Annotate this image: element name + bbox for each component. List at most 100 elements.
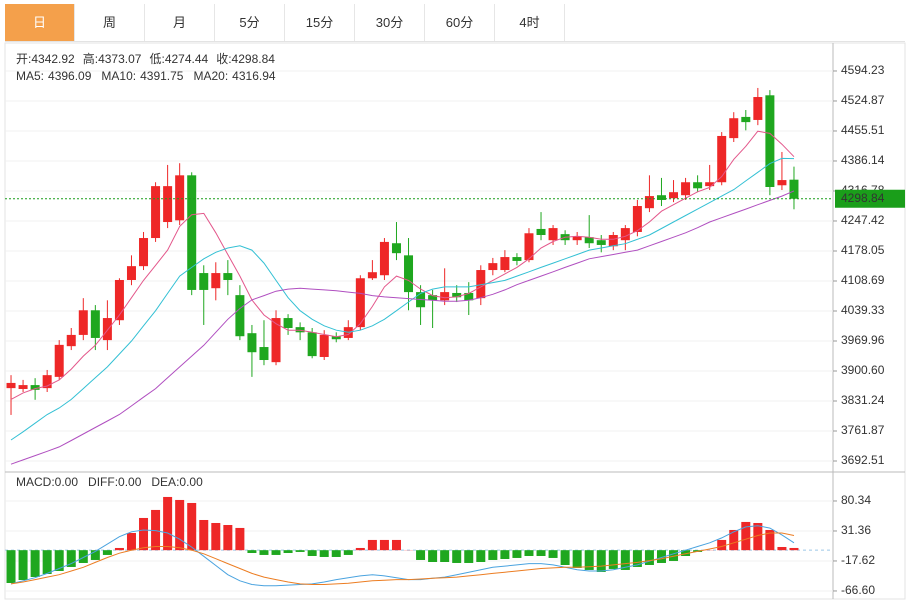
- macd-bar: [187, 502, 197, 551]
- macd-bar: [114, 547, 124, 551]
- candle-body: [548, 228, 558, 241]
- candle-body: [584, 237, 594, 244]
- period-tab[interactable]: 15分: [285, 4, 355, 41]
- y-tick-label: 80.34: [841, 493, 871, 507]
- macd-bar: [440, 550, 450, 562]
- macd-bar: [488, 550, 498, 560]
- candle-body: [42, 375, 52, 389]
- candle-body: [223, 273, 233, 280]
- period-tab[interactable]: 月: [145, 4, 215, 41]
- macd-bar: [54, 550, 64, 571]
- candle-body: [596, 240, 606, 245]
- period-tab[interactable]: 日: [5, 4, 75, 41]
- candle-body: [404, 255, 414, 293]
- candle-body: [729, 118, 739, 139]
- period-tab[interactable]: 60分: [425, 4, 495, 41]
- readout-value: 4342.92: [31, 52, 75, 66]
- macd-bar: [307, 550, 317, 556]
- candle-body: [464, 292, 474, 301]
- macd-bar: [536, 550, 546, 556]
- macd-bar: [199, 519, 209, 551]
- macd-bar: [620, 550, 630, 570]
- macd-bar: [223, 525, 233, 551]
- candle-body: [440, 292, 450, 301]
- y-tick-label: 4386.14: [841, 153, 885, 167]
- readout-value: 4298.84: [232, 52, 276, 66]
- macd-bar: [753, 522, 763, 551]
- macd-bar: [500, 550, 510, 559]
- macd-bar: [464, 550, 474, 563]
- candle-body: [512, 257, 522, 261]
- candle-body: [18, 385, 28, 389]
- candle-body: [777, 180, 787, 186]
- candle-body: [283, 318, 293, 328]
- candle-body: [656, 195, 666, 200]
- macd-bar: [524, 550, 534, 556]
- macd-bar: [391, 539, 401, 551]
- macd-bar: [632, 550, 642, 567]
- macd-bar: [271, 550, 281, 555]
- candle-body: [126, 266, 136, 280]
- candle-body: [789, 179, 799, 199]
- candle-body: [175, 175, 185, 221]
- macd-bar: [476, 550, 486, 562]
- candle-body: [476, 270, 486, 299]
- macd-bar: [379, 539, 389, 551]
- y-tick-label: 4039.33: [841, 303, 885, 317]
- candle-body: [102, 318, 112, 341]
- candle-body: [391, 243, 401, 254]
- macd-bar: [126, 532, 136, 551]
- macd-bar: [596, 550, 606, 572]
- macd-legend-value: 0.00: [55, 475, 79, 489]
- macd-bar: [283, 550, 293, 553]
- candle-body: [765, 95, 775, 187]
- macd-legend-label: MACD:: [16, 475, 55, 489]
- ma-legend-label: MA20:: [193, 69, 228, 83]
- macd-line: [10, 532, 795, 585]
- y-tick-label: 4178.05: [841, 243, 885, 257]
- macd-bar: [343, 550, 353, 555]
- candle-body: [753, 97, 763, 120]
- macd-bar: [669, 550, 679, 561]
- y-tick-label: 4594.23: [841, 63, 885, 77]
- y-tick-label: 31.36: [841, 523, 871, 537]
- candle-body: [271, 318, 281, 363]
- macd-bar: [428, 550, 438, 562]
- candle-body: [644, 196, 654, 209]
- readout-label: 高:: [83, 51, 98, 66]
- macd-bar: [548, 550, 558, 558]
- candle-body: [54, 344, 64, 377]
- macd-bar: [163, 496, 173, 551]
- candle-body: [355, 278, 365, 328]
- readout-value: 4373.07: [98, 52, 142, 66]
- period-tab[interactable]: 30分: [355, 4, 425, 41]
- macd-bar: [66, 550, 76, 567]
- candle-body: [319, 334, 329, 357]
- macd-bar: [572, 550, 582, 568]
- macd-legend-label: DIFF:: [88, 475, 118, 489]
- y-tick-label: 3761.87: [841, 423, 885, 437]
- candle-body: [163, 186, 173, 223]
- ma-legend-value: 4391.75: [140, 69, 184, 83]
- macd-bar: [765, 529, 775, 551]
- period-tab[interactable]: 4时: [495, 4, 565, 41]
- macd-bar: [656, 550, 666, 563]
- macd-bar: [560, 550, 570, 565]
- candle-body: [452, 292, 462, 298]
- period-tab[interactable]: 周: [75, 4, 145, 41]
- macd-bar: [416, 550, 426, 560]
- macd-bar: [608, 550, 618, 569]
- y-tick-label: -66.60: [841, 583, 875, 597]
- macd-bar: [681, 550, 691, 556]
- period-tab[interactable]: 5分: [215, 4, 285, 41]
- candle-body: [66, 334, 76, 347]
- macd-bar: [102, 550, 112, 555]
- readout-label: 开:: [16, 52, 31, 66]
- macd-bar: [211, 522, 221, 551]
- candle-body: [6, 382, 16, 389]
- ma-line: [10, 130, 795, 400]
- candle-body: [705, 182, 715, 187]
- macd-bar: [584, 550, 594, 570]
- y-tick-label: -17.62: [841, 553, 875, 567]
